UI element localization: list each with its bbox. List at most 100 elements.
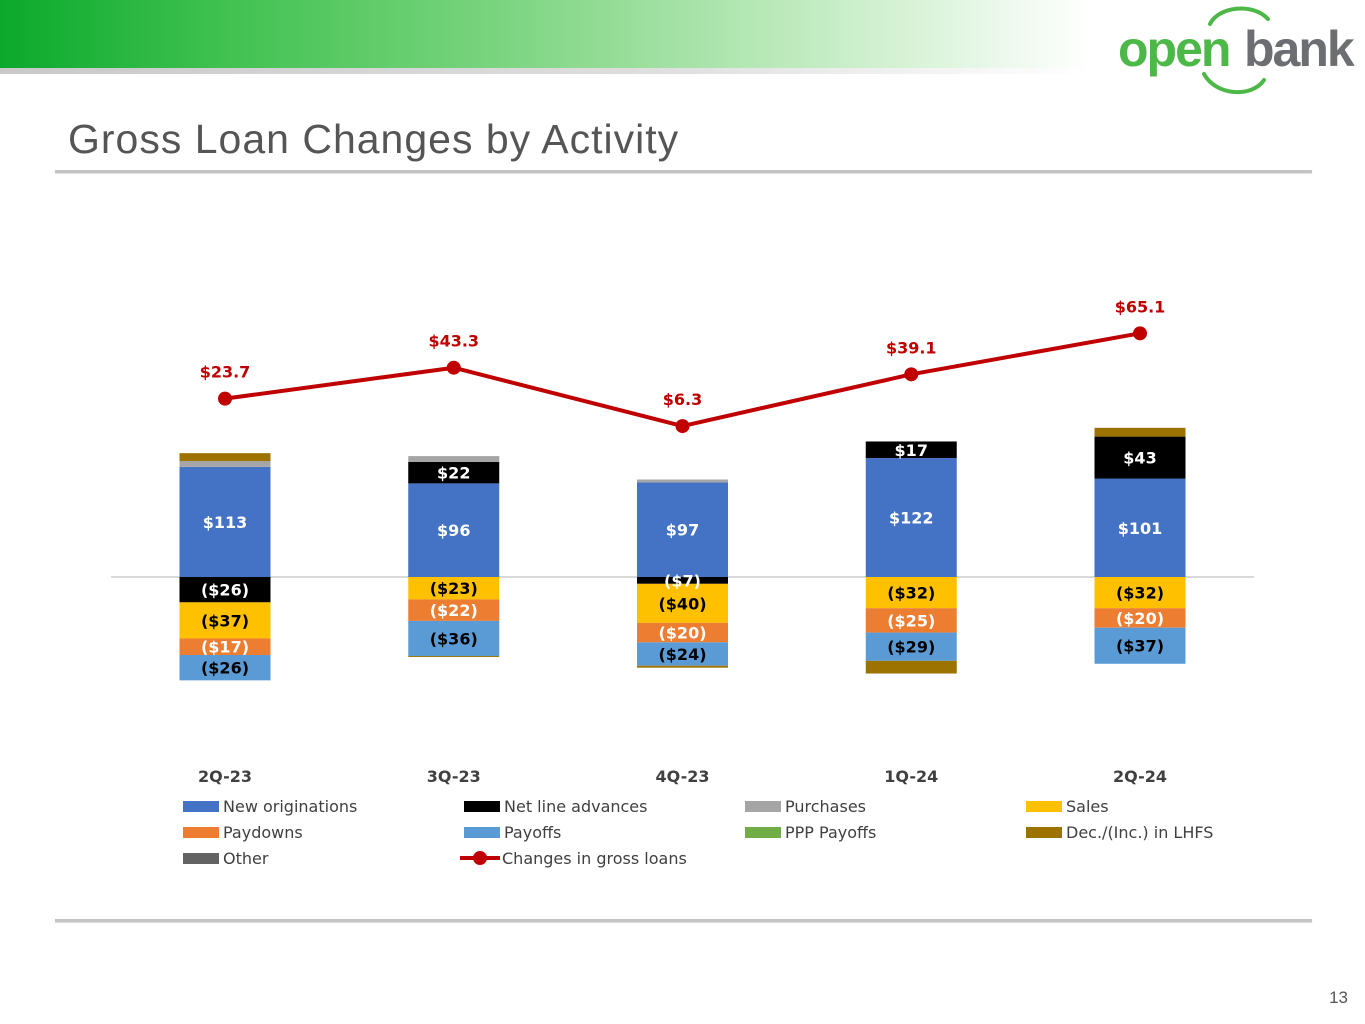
bar-label-new-originations-3q-23: $96 — [437, 521, 470, 540]
bar-net-line-advances-3q-23 — [408, 461, 500, 484]
bar-payoffs-1q-24 — [865, 632, 957, 661]
bar-paydowns-2q-24 — [1094, 608, 1186, 628]
bar-new-originations-1q-24 — [865, 458, 957, 577]
legend-swatch-payoffs — [464, 826, 500, 838]
openbank-logo: open bank — [1118, 6, 1357, 94]
line-point-4q-23 — [675, 419, 690, 434]
page-title: Gross Loan Changes by Activity — [68, 116, 680, 162]
line-point-1q-24 — [904, 367, 919, 382]
legend-item-ppp-payoffs: PPP Payoffs — [745, 821, 876, 843]
bar-label-sales-3q-23: ($23) — [430, 579, 478, 598]
x-tick-label-2q-24: 2Q-24 — [1113, 767, 1167, 786]
page-number: 13 — [1329, 988, 1348, 1007]
header-band-shadow — [0, 68, 1090, 74]
bar-sales-4q-23 — [637, 583, 728, 623]
legend-swatch-ppp-payoffs — [745, 826, 781, 838]
x-tick-label-3q-23: 3Q-23 — [427, 767, 481, 786]
bar-label-net-line-advances-4q-23: ($7) — [664, 571, 701, 590]
bar-net-line-advances-1q-24 — [865, 441, 957, 459]
logo-text-bank: bank — [1244, 21, 1355, 77]
bar-label-payoffs-4q-23: ($24) — [658, 645, 706, 664]
legend-label-new-originations: New originations — [223, 796, 358, 816]
line-label-4q-23: $6.3 — [663, 390, 702, 409]
bar-label-sales-2q-23: ($37) — [201, 611, 249, 630]
line-label-3q-23: $43.3 — [428, 332, 479, 351]
legend-swatch-changes-in-gross-loans — [460, 851, 500, 865]
bar-payoffs-2q-24 — [1094, 627, 1186, 664]
legend-swatch-paydowns — [183, 826, 219, 838]
bar-label-net-line-advances-2q-23: ($26) — [201, 581, 249, 600]
line-label-1q-24: $39.1 — [886, 338, 937, 357]
legend-swatch-dec-inc-in-lhfs — [1026, 826, 1062, 838]
bar-sales-1q-24 — [865, 577, 957, 609]
x-tick-label-2q-23: 2Q-23 — [198, 767, 252, 786]
bar-dec-inc-in-lhfs-1q-24 — [865, 660, 957, 674]
bar-label-paydowns-2q-24: ($20) — [1116, 609, 1164, 628]
legend-label-other: Other — [223, 848, 269, 868]
bar-dec-inc-in-lhfs-3q-23 — [408, 655, 500, 657]
bar-net-line-advances-4q-23 — [637, 577, 728, 584]
header-gradient-band — [0, 0, 1090, 68]
bar-label-net-line-advances-2q-24: $43 — [1123, 449, 1156, 468]
bar-dec-inc-in-lhfs-2q-23 — [179, 453, 271, 461]
legend-swatch-new-originations — [183, 800, 219, 812]
footer-divider — [55, 919, 1312, 922]
bar-label-sales-4q-23: ($40) — [658, 594, 706, 613]
bar-label-payoffs-2q-24: ($37) — [1116, 637, 1164, 656]
bar-paydowns-1q-24 — [865, 608, 957, 633]
legend-item-payoffs: Payoffs — [464, 821, 561, 843]
legend-item-sales: Sales — [1026, 795, 1109, 817]
bar-sales-3q-23 — [408, 577, 500, 600]
line-label-2q-24: $65.1 — [1115, 297, 1166, 316]
legend-swatch-purchases — [745, 800, 781, 812]
bar-paydowns-2q-23 — [179, 638, 271, 655]
logo-text-open: open — [1118, 21, 1229, 77]
legend-label-payoffs: Payoffs — [504, 822, 562, 842]
bar-purchases-3q-23 — [408, 456, 500, 462]
line-point-2q-23 — [218, 391, 232, 406]
bar-payoffs-4q-23 — [637, 642, 728, 666]
bar-label-payoffs-3q-23: ($36) — [430, 629, 478, 648]
bar-purchases-4q-23 — [637, 479, 728, 483]
bar-label-net-line-advances-1q-24: $17 — [895, 441, 928, 460]
bar-label-sales-1q-24: ($32) — [887, 584, 935, 603]
bar-label-new-originations-2q-24: $101 — [1118, 519, 1163, 538]
legend-item-dec-inc-in-lhfs: Dec./(Inc.) in LHFS — [1026, 821, 1213, 843]
bar-sales-2q-23 — [179, 602, 271, 639]
legend-item-net-line-advances: Net line advances — [464, 795, 647, 817]
legend-item-changes-in-gross-loans: Changes in gross loans — [460, 847, 687, 869]
logo-arc-bottom — [1202, 72, 1266, 94]
legend-label-changes-in-gross-loans: Changes in gross loans — [502, 848, 687, 868]
bar-label-payoffs-2q-23: ($26) — [201, 659, 249, 678]
legend-item-other: Other — [183, 847, 268, 869]
bar-label-paydowns-4q-23: ($20) — [658, 624, 706, 643]
bar-label-payoffs-1q-24: ($29) — [887, 638, 935, 657]
bar-label-net-line-advances-3q-23: $22 — [437, 464, 470, 483]
bar-dec-inc-in-lhfs-4q-23 — [637, 665, 728, 668]
bar-label-paydowns-3q-23: ($22) — [430, 601, 478, 620]
bar-payoffs-2q-23 — [179, 655, 271, 681]
legend-item-new-originations: New originations — [183, 795, 357, 817]
bar-label-new-originations-4q-23: $97 — [666, 521, 699, 540]
legend-label-purchases: Purchases — [785, 796, 866, 816]
bar-label-new-originations-1q-24: $122 — [889, 509, 934, 528]
bar-purchases-2q-23 — [179, 460, 271, 467]
logo-arc-top — [1208, 6, 1270, 26]
legend-swatch-net-line-advances — [464, 800, 500, 812]
bar-sales-2q-24 — [1094, 577, 1186, 609]
bar-new-originations-2q-24 — [1094, 478, 1186, 577]
bar-new-originations-3q-23 — [408, 483, 500, 577]
x-tick-label-4q-23: 4Q-23 — [656, 767, 710, 786]
gross-loan-changes-chart: $113 ($26) ($37) ($17) ($26) $96 $22 ($23) ($22)… — [111, 297, 1254, 786]
legend-label-net-line-advances: Net line advances — [504, 796, 648, 816]
bar-net-line-advances-2q-23 — [179, 577, 271, 603]
legend-item-paydowns: Paydowns — [183, 821, 303, 843]
legend-item-purchases: Purchases — [745, 795, 866, 817]
line-changes-in-gross-loans — [224, 331, 1141, 429]
legend-label-ppp-payoffs: PPP Payoffs — [785, 822, 877, 842]
bar-new-originations-2q-23 — [179, 466, 271, 577]
legend-label-dec-inc-in-lhfs: Dec./(Inc.) in LHFS — [1066, 822, 1214, 842]
bar-net-line-advances-2q-24 — [1094, 436, 1186, 479]
line-point-2q-24 — [1133, 326, 1147, 341]
legend-label-paydowns: Paydowns — [223, 822, 303, 842]
